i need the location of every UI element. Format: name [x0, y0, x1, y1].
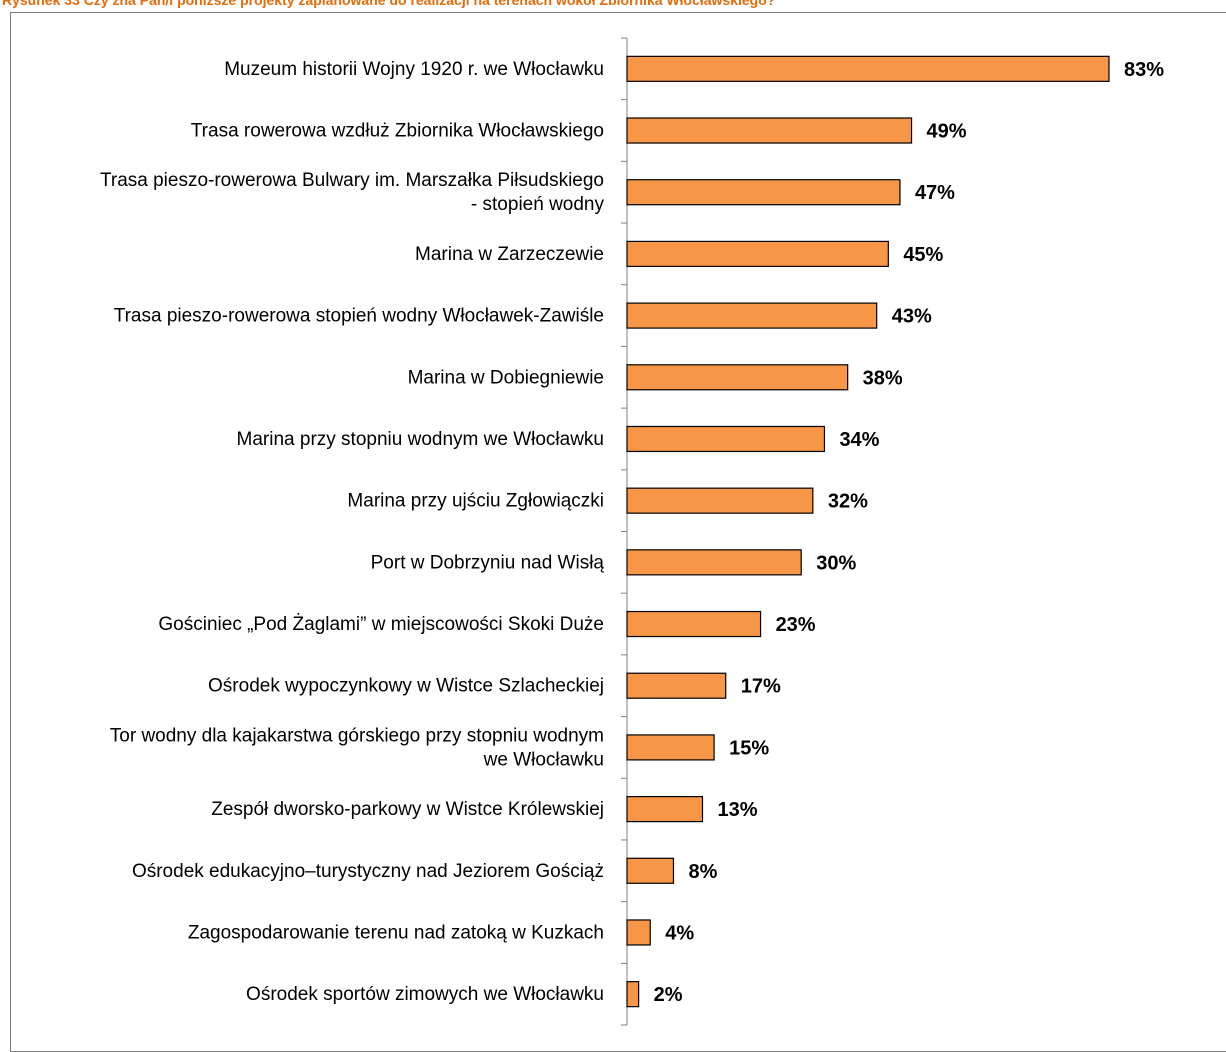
bar [626, 610, 762, 638]
bar [626, 55, 1110, 82]
category-label: Marina w Dobiegniewie [408, 367, 604, 388]
figure-caption: Rysunek 33 Czy zna Pan/i poniższe projek… [2, 0, 776, 8]
bar [626, 672, 727, 699]
category-label: Zespół dworsko-parkowy w Wistce Królewsk… [211, 799, 604, 820]
category-label: Gościniec „Pod Żaglami” w miejscowości S… [158, 614, 604, 635]
data-label: 30% [816, 552, 856, 574]
data-label: 17% [741, 676, 781, 698]
category-label: Port w Dobrzyniu nad Wisłą [371, 552, 605, 573]
data-label: 13% [717, 799, 757, 821]
category-label: Trasa pieszo-rowerowa Bulwary im. Marsza… [100, 170, 604, 191]
data-label: 34% [839, 429, 879, 451]
category-label: Ośrodek wypoczynkowy w Wistce Szlachecki… [208, 676, 604, 697]
data-label: 8% [688, 861, 717, 883]
data-label: 15% [729, 737, 769, 759]
data-label: 38% [863, 367, 903, 389]
category-label: Trasa pieszo-rowerowa stopień wodny Włoc… [114, 306, 604, 327]
category-label: Marina przy stopniu wodnym we Włocławku [237, 429, 604, 450]
data-label: 43% [892, 306, 932, 328]
data-label: 49% [927, 121, 967, 143]
category-label: Marina przy ujściu Zgłowiączki [347, 491, 604, 512]
data-label: 32% [828, 491, 868, 513]
category-label: Ośrodek sportów zimowych we Włocławku [246, 984, 604, 1005]
data-label: 83% [1124, 59, 1164, 81]
category-label: Trasa rowerowa wzdłuż Zbiornika Włocławs… [191, 121, 604, 142]
bar [626, 425, 826, 453]
bar [626, 919, 651, 946]
bar [626, 364, 849, 391]
data-label: 23% [776, 614, 816, 636]
category-label: Tor wodny dla kajakarstwa górskiego przy… [110, 725, 604, 746]
data-label: 47% [915, 182, 955, 204]
bar [626, 179, 901, 206]
bar [626, 795, 704, 823]
bar [626, 981, 640, 1008]
category-label: Muzeum historii Wojny 1920 r. we Włocław… [224, 59, 604, 80]
category-label: Zagospodarowanie terenu nad zatoką w Kuz… [188, 922, 604, 943]
category-label: - stopień wodny [471, 194, 605, 215]
bar [626, 734, 715, 761]
category-label: we Włocławku [483, 749, 604, 770]
bar [626, 549, 802, 576]
data-label: 2% [654, 984, 683, 1006]
bar [626, 487, 814, 514]
bar [626, 857, 675, 884]
category-label: Ośrodek edukacyjno–turystyczny nad Jezio… [132, 861, 604, 882]
data-label: 4% [665, 922, 694, 944]
bar [626, 117, 913, 144]
category-label: Marina w Zarzeczewie [415, 244, 604, 265]
bar [626, 302, 878, 329]
bar [626, 240, 889, 268]
data-label: 45% [903, 244, 943, 266]
